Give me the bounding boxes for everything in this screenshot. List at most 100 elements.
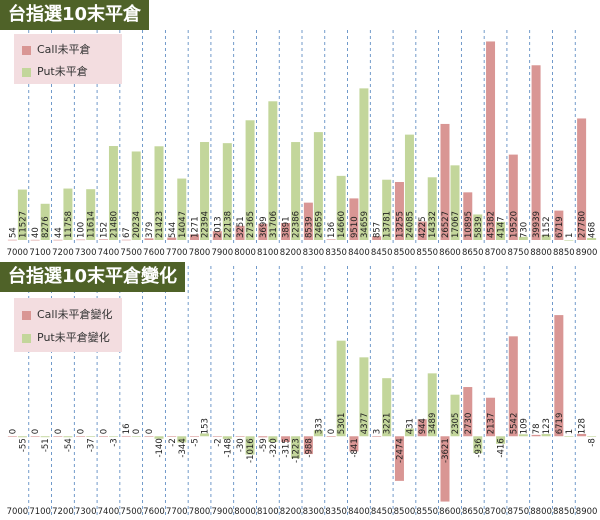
x-tick-label: 8750	[507, 507, 529, 517]
bar-call	[167, 237, 177, 240]
x-tick-label: 8200	[280, 507, 302, 517]
data-label-call: 78	[532, 423, 542, 434]
bar-put	[40, 203, 50, 240]
data-label-call: 3891	[282, 216, 292, 238]
x-tick-label: 7400	[98, 507, 120, 517]
legend-label-put: Put未平倉變化	[37, 331, 110, 344]
data-label-put: 14660	[337, 211, 347, 238]
bar-put	[541, 434, 551, 437]
data-label-call: 3	[373, 429, 383, 434]
data-label-put: 24085	[405, 211, 415, 238]
bar-call	[281, 222, 291, 240]
bar-put	[450, 165, 460, 240]
x-tick-label: 8450	[371, 248, 393, 258]
x-tick-label: 8600	[439, 507, 461, 517]
bar-put	[86, 436, 96, 437]
bar-put	[154, 146, 164, 240]
bar-call	[190, 234, 200, 240]
bar-call	[121, 239, 131, 241]
data-label-put: -344	[178, 438, 188, 457]
bar-put	[17, 436, 27, 438]
bar-put	[382, 378, 392, 437]
bar-put	[450, 394, 460, 437]
x-tick-label: 8550	[416, 248, 438, 258]
x-tick-label: 7300	[75, 248, 97, 258]
bar-put	[268, 436, 278, 443]
bar-put	[17, 189, 27, 240]
data-label-call: 3251	[236, 216, 246, 238]
x-tick-label: 8500	[394, 248, 416, 258]
bar-call	[577, 433, 587, 437]
bar-call	[440, 436, 450, 502]
data-label-call: 8539	[304, 216, 314, 238]
x-tick-label: 8800	[530, 248, 552, 258]
bar-put	[518, 236, 528, 240]
bar-call	[190, 436, 200, 437]
data-label-call: 0	[327, 429, 337, 434]
data-label-call: 544	[168, 222, 178, 238]
bar-call	[98, 239, 108, 240]
data-label-put: 11614	[87, 211, 97, 238]
data-label-put: -320	[269, 438, 279, 457]
bar-put	[131, 436, 141, 437]
data-label-put: 468	[588, 222, 598, 238]
bar-put	[404, 134, 414, 240]
bar-put	[291, 436, 301, 459]
data-label-call: -315	[282, 438, 292, 457]
data-label-put: 8276	[41, 216, 51, 238]
data-label-put: 1	[565, 233, 575, 238]
x-tick-label: 7700	[166, 507, 188, 517]
data-label-put: 14332	[428, 211, 438, 238]
legend-swatch-call	[22, 310, 31, 320]
data-label-put: -8	[588, 438, 598, 446]
open-interest-chart: 54 40 44 100 152 67 379 544 1271 2013 3251 3699 3891…	[7, 30, 598, 258]
x-tick-label: 8750	[507, 248, 529, 258]
x-tick-label: 8200	[280, 248, 302, 258]
bar-put	[496, 221, 506, 240]
data-label-put: -936	[474, 438, 484, 457]
data-label-call: 67	[122, 227, 132, 238]
data-label-call: -5	[191, 438, 201, 446]
data-label-put: 2305	[451, 413, 461, 435]
data-label-call: -59	[259, 438, 269, 452]
data-label-call: 9510	[350, 216, 360, 238]
bar-put	[222, 436, 232, 439]
x-tick-label: 7900	[211, 248, 233, 258]
bar-put	[473, 436, 483, 454]
data-label-put: 21423	[155, 211, 165, 238]
bar-call	[554, 315, 564, 437]
x-tick-label: 8850	[553, 248, 575, 258]
bar-put	[587, 237, 597, 240]
legend-label-put: Put未平倉	[37, 65, 88, 78]
legend-item-put: Put未平倉	[22, 63, 88, 79]
bar-call	[212, 436, 222, 437]
data-label-put: -1016	[246, 438, 256, 463]
x-tick-label: 7800	[189, 248, 211, 258]
data-label-call: 1271	[191, 216, 201, 238]
data-label-put: -416	[497, 438, 507, 457]
data-label-put: 1	[565, 429, 575, 434]
x-tick-label: 8000	[234, 248, 256, 258]
data-label-put: 17067	[451, 211, 461, 238]
bar-call	[326, 239, 336, 241]
x-tick-label: 7500	[120, 248, 142, 258]
bar-put	[245, 120, 255, 240]
bar-put	[564, 239, 574, 241]
bar-call	[30, 239, 40, 241]
bar-put	[564, 436, 574, 437]
x-tick-label: 7200	[52, 507, 74, 517]
data-label-call: -30	[236, 438, 246, 452]
bar-put	[518, 434, 528, 437]
bar-call	[326, 436, 336, 437]
x-tick-label: 8100	[257, 507, 279, 517]
data-label-call: -2	[213, 438, 223, 446]
bar-put	[427, 373, 437, 437]
data-label-call: -2474	[395, 438, 405, 463]
bar-put	[382, 179, 392, 240]
data-label-call: 128	[578, 418, 588, 434]
bar-call	[212, 231, 222, 240]
legend-swatch-put	[22, 333, 31, 343]
x-tick-label: 7700	[166, 248, 188, 258]
data-label-put: -37	[87, 438, 97, 452]
x-tick-label: 8300	[303, 248, 325, 258]
